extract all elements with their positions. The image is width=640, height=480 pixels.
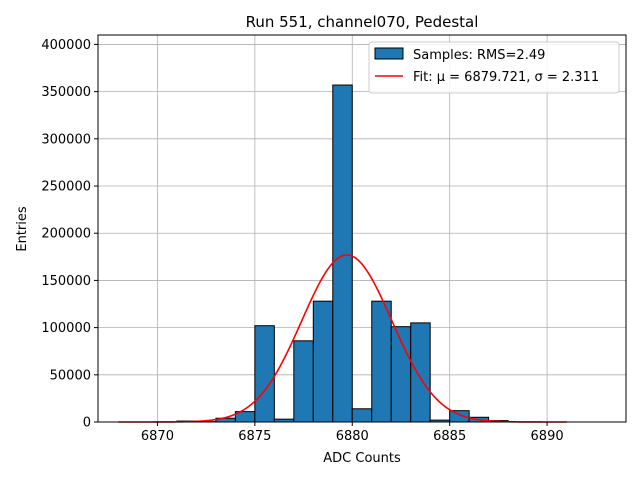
histogram-bar: [293, 340, 314, 423]
x-tick-label: 6885: [433, 429, 466, 444]
legend: Samples: RMS=2.49 Fit: μ = 6879.721, σ =…: [368, 41, 620, 94]
y-tick-label: 300000: [41, 132, 91, 147]
y-tick-label: 0: [83, 416, 91, 431]
histogram-bar: [410, 322, 431, 423]
y-axis-label: Entries: [15, 206, 30, 252]
y-tick-label: 350000: [41, 85, 91, 100]
histogram-bar: [254, 325, 275, 423]
histogram-bar: [312, 300, 334, 423]
histogram-bar: [371, 300, 392, 423]
y-tick-label: 100000: [41, 321, 91, 336]
y-tick-label: 50000: [50, 368, 91, 383]
legend-samples-swatch: [374, 47, 404, 60]
y-tick-label: 200000: [41, 227, 91, 242]
x-tick-label: 6890: [531, 429, 564, 444]
y-tick-label: 250000: [41, 180, 91, 195]
x-axis-label: ADC Counts: [323, 451, 401, 466]
legend-fit-label: Fit: μ = 6879.721, σ = 2.311: [413, 70, 599, 85]
histogram-bar: [351, 408, 373, 423]
x-tick-label: 6880: [336, 429, 369, 444]
x-tick-label: 6875: [238, 429, 271, 444]
axis-ticks: 6870 6875 6880 6885 6890 0 50000 100000 150000 20…: [41, 38, 563, 444]
legend-box: [368, 41, 620, 94]
y-tick-label: 400000: [41, 38, 91, 53]
x-tick-label: 6870: [141, 429, 174, 444]
legend-samples-label: Samples: RMS=2.49: [413, 48, 545, 63]
plot-frame: [97, 34, 627, 423]
histogram-bars: [176, 84, 509, 423]
y-tick-label: 150000: [41, 274, 91, 289]
histogram-bar: [332, 84, 353, 423]
chart-title: Run 551, channel070, Pedestal: [246, 13, 479, 31]
